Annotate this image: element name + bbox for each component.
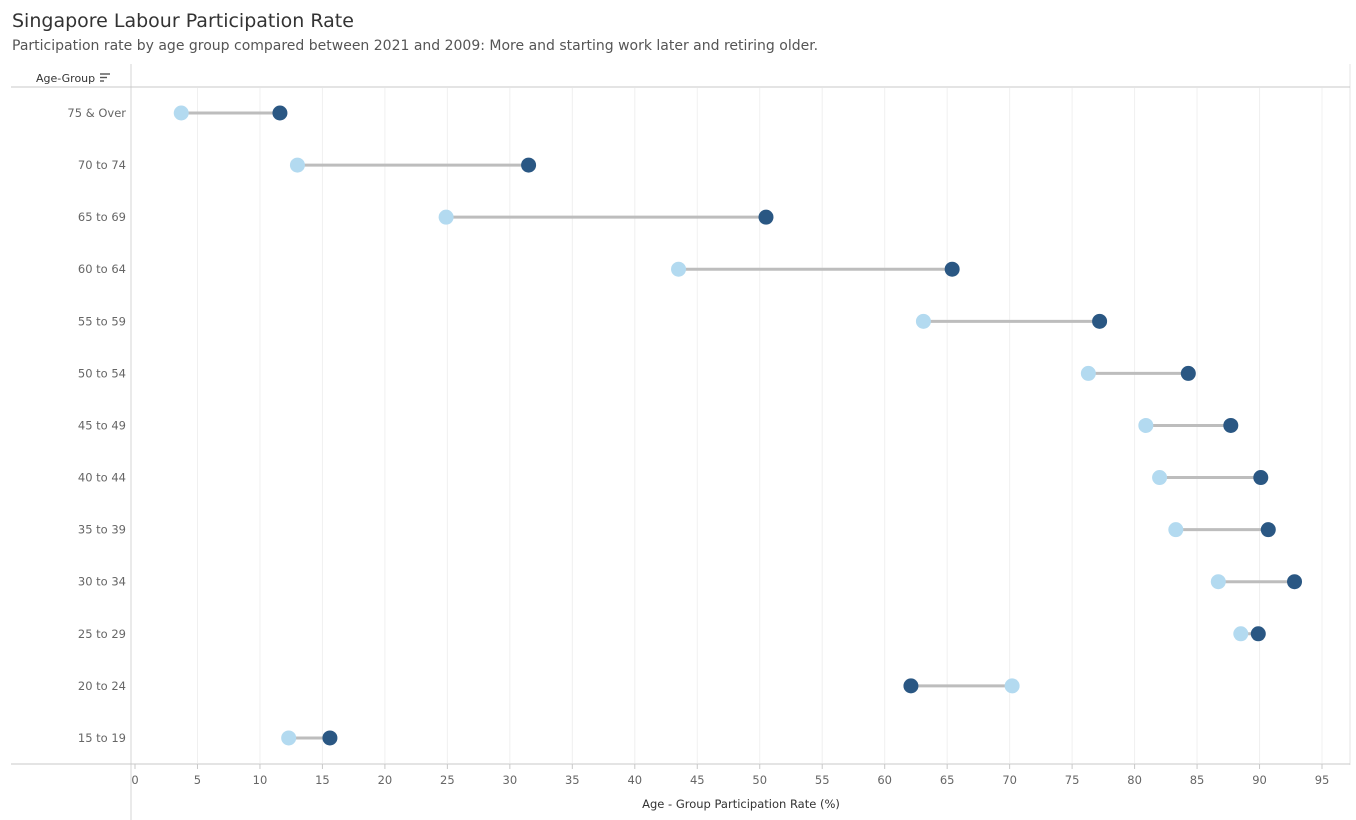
point-dark[interactable] [1253,470,1269,486]
row-label: 50 to 54 [78,366,126,380]
x-tick-label: 15 [315,773,330,787]
x-tick-label: 65 [940,773,955,787]
x-tick-label: 85 [1190,773,1205,787]
x-tick-label: 5 [194,773,201,787]
data-row: 60 to 64 [78,261,960,277]
row-header-label: Age-Group [36,72,95,85]
row-label: 75 & Over [67,106,126,120]
x-axis: 0 5 10 15 20 25 30 35 40 45 50 55 60 65 70 75 80 85 90 95 [131,764,1329,787]
row-label: 25 to 29 [78,627,126,641]
point-dark[interactable] [1180,365,1196,381]
x-tick-label: 30 [503,773,518,787]
x-tick-label: 50 [752,773,767,787]
point-dark[interactable] [272,105,288,121]
point-dark[interactable] [1223,417,1239,433]
data-row: 25 to 29 [78,626,1266,642]
x-tick-label: 75 [1065,773,1080,787]
point-dark[interactable] [1250,626,1266,642]
x-tick-label: 10 [253,773,268,787]
x-tick-label: 55 [815,773,830,787]
x-tick-label: 80 [1127,773,1142,787]
x-axis-title: Age - Group Participation Rate (%) [642,797,840,811]
point-dark[interactable] [1092,313,1108,329]
data-row: 70 to 74 [78,157,537,173]
row-label: 45 to 49 [78,418,126,432]
data-row: 40 to 44 [78,470,1269,486]
point-light[interactable] [915,313,931,329]
page-subtitle: Participation rate by age group compared… [12,38,819,54]
row-label: 55 to 59 [78,314,126,328]
gridlines [196,88,1323,763]
point-light[interactable] [289,157,305,173]
point-light[interactable] [1138,417,1154,433]
rows: 75 & Over 70 to 74 65 to 69 60 to 64 55 to 5… [67,105,1303,746]
x-tick-label: 0 [131,773,138,787]
point-dark[interactable] [1287,574,1303,590]
row-label: 40 to 44 [78,471,126,485]
row-label: 20 to 24 [78,679,126,693]
x-tick-label: 95 [1315,773,1330,787]
point-light[interactable] [1004,678,1020,694]
data-row: 55 to 59 [78,313,1108,329]
point-dark[interactable] [322,730,338,746]
row-label: 35 to 39 [78,523,126,537]
point-dark[interactable] [758,209,774,225]
data-row: 45 to 49 [78,417,1239,433]
x-tick-label: 20 [378,773,393,787]
x-tick-label: 40 [627,773,642,787]
row-label: 65 to 69 [78,210,126,224]
data-row: 30 to 34 [78,574,1303,590]
chart-frame [11,64,1351,820]
x-tick-label: 25 [440,773,455,787]
x-tick-label: 45 [690,773,705,787]
row-label: 70 to 74 [78,158,126,172]
data-row: 15 to 19 [78,730,338,746]
point-dark[interactable] [944,261,960,277]
point-light[interactable] [671,261,687,277]
row-label: 30 to 34 [78,575,126,589]
point-light[interactable] [281,730,297,746]
point-light[interactable] [1152,470,1168,486]
data-row: 20 to 24 [78,678,1020,694]
point-dark[interactable] [1260,522,1276,538]
row-label: 15 to 19 [78,731,126,745]
point-light[interactable] [1210,574,1226,590]
data-row: 75 & Over [67,105,288,121]
row-header[interactable]: Age-Group [36,72,110,85]
x-tick-label: 60 [877,773,892,787]
sort-icon[interactable] [100,73,110,82]
point-light[interactable] [173,105,189,121]
x-tick-label: 90 [1252,773,1267,787]
x-tick-label: 70 [1002,773,1017,787]
x-tick-label: 35 [565,773,580,787]
data-row: 35 to 39 [78,522,1276,538]
page-title: Singapore Labour Participation Rate [12,10,354,32]
point-dark[interactable] [521,157,537,173]
data-row: 65 to 69 [78,209,774,225]
point-light[interactable] [1233,626,1249,642]
point-light[interactable] [1080,365,1096,381]
point-light[interactable] [1168,522,1184,538]
data-row: 50 to 54 [78,365,1196,381]
point-light[interactable] [438,209,454,225]
row-label: 60 to 64 [78,262,126,276]
point-dark[interactable] [903,678,919,694]
